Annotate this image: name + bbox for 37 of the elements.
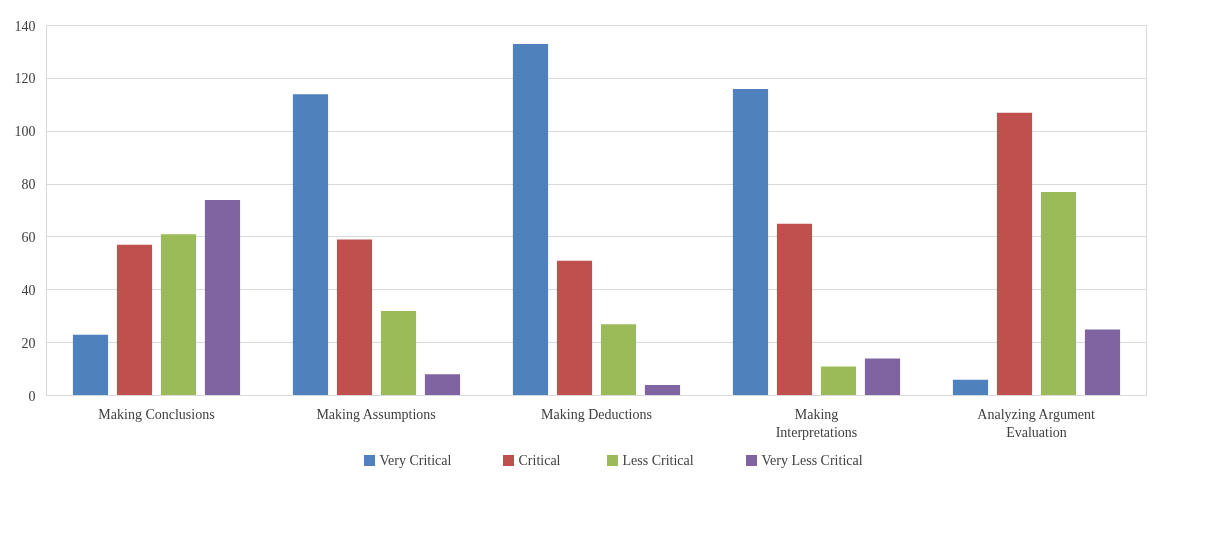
- y-tick-label: 100: [14, 124, 36, 140]
- y-tick-label: 20: [21, 335, 36, 351]
- y-tick-label: 0: [28, 388, 36, 404]
- bar: [292, 94, 329, 396]
- bar: [336, 239, 373, 396]
- bar: [556, 260, 593, 396]
- y-tick-label: 80: [21, 177, 36, 193]
- bar: [160, 234, 197, 396]
- x-tick-label: Making Interpretations: [775, 406, 858, 440]
- bar: [380, 310, 417, 396]
- y-tick-label: 140: [14, 18, 36, 34]
- bar: [996, 112, 1033, 396]
- bar: [72, 334, 109, 396]
- x-tick-label: Making Assumptions: [316, 406, 436, 422]
- bar: [644, 384, 681, 396]
- y-tick-label: 40: [21, 282, 36, 298]
- bar: [1040, 192, 1077, 396]
- bar: [732, 88, 769, 396]
- bar: [512, 44, 549, 396]
- bar: [820, 366, 857, 396]
- bar: [776, 223, 813, 396]
- x-tick-label: Making Conclusions: [98, 406, 215, 422]
- legend-label: Critical: [518, 453, 561, 468]
- y-tick-label: 60: [21, 229, 36, 245]
- bar: [424, 374, 461, 396]
- y-tick-label: 120: [14, 71, 36, 87]
- legend-label: Very Critical: [379, 453, 452, 468]
- bar: [204, 199, 241, 396]
- legend-label: Very Less Critical: [761, 453, 863, 468]
- bar: [952, 379, 989, 396]
- x-tick-label: Analyzing Argument Evaluation: [977, 406, 1095, 440]
- bar: [1084, 329, 1121, 396]
- x-tick-label: Making Deductions: [541, 406, 652, 422]
- bar: [864, 358, 901, 396]
- bar: [600, 324, 637, 396]
- legend-label: Less Critical: [622, 453, 694, 468]
- bar: [116, 244, 153, 396]
